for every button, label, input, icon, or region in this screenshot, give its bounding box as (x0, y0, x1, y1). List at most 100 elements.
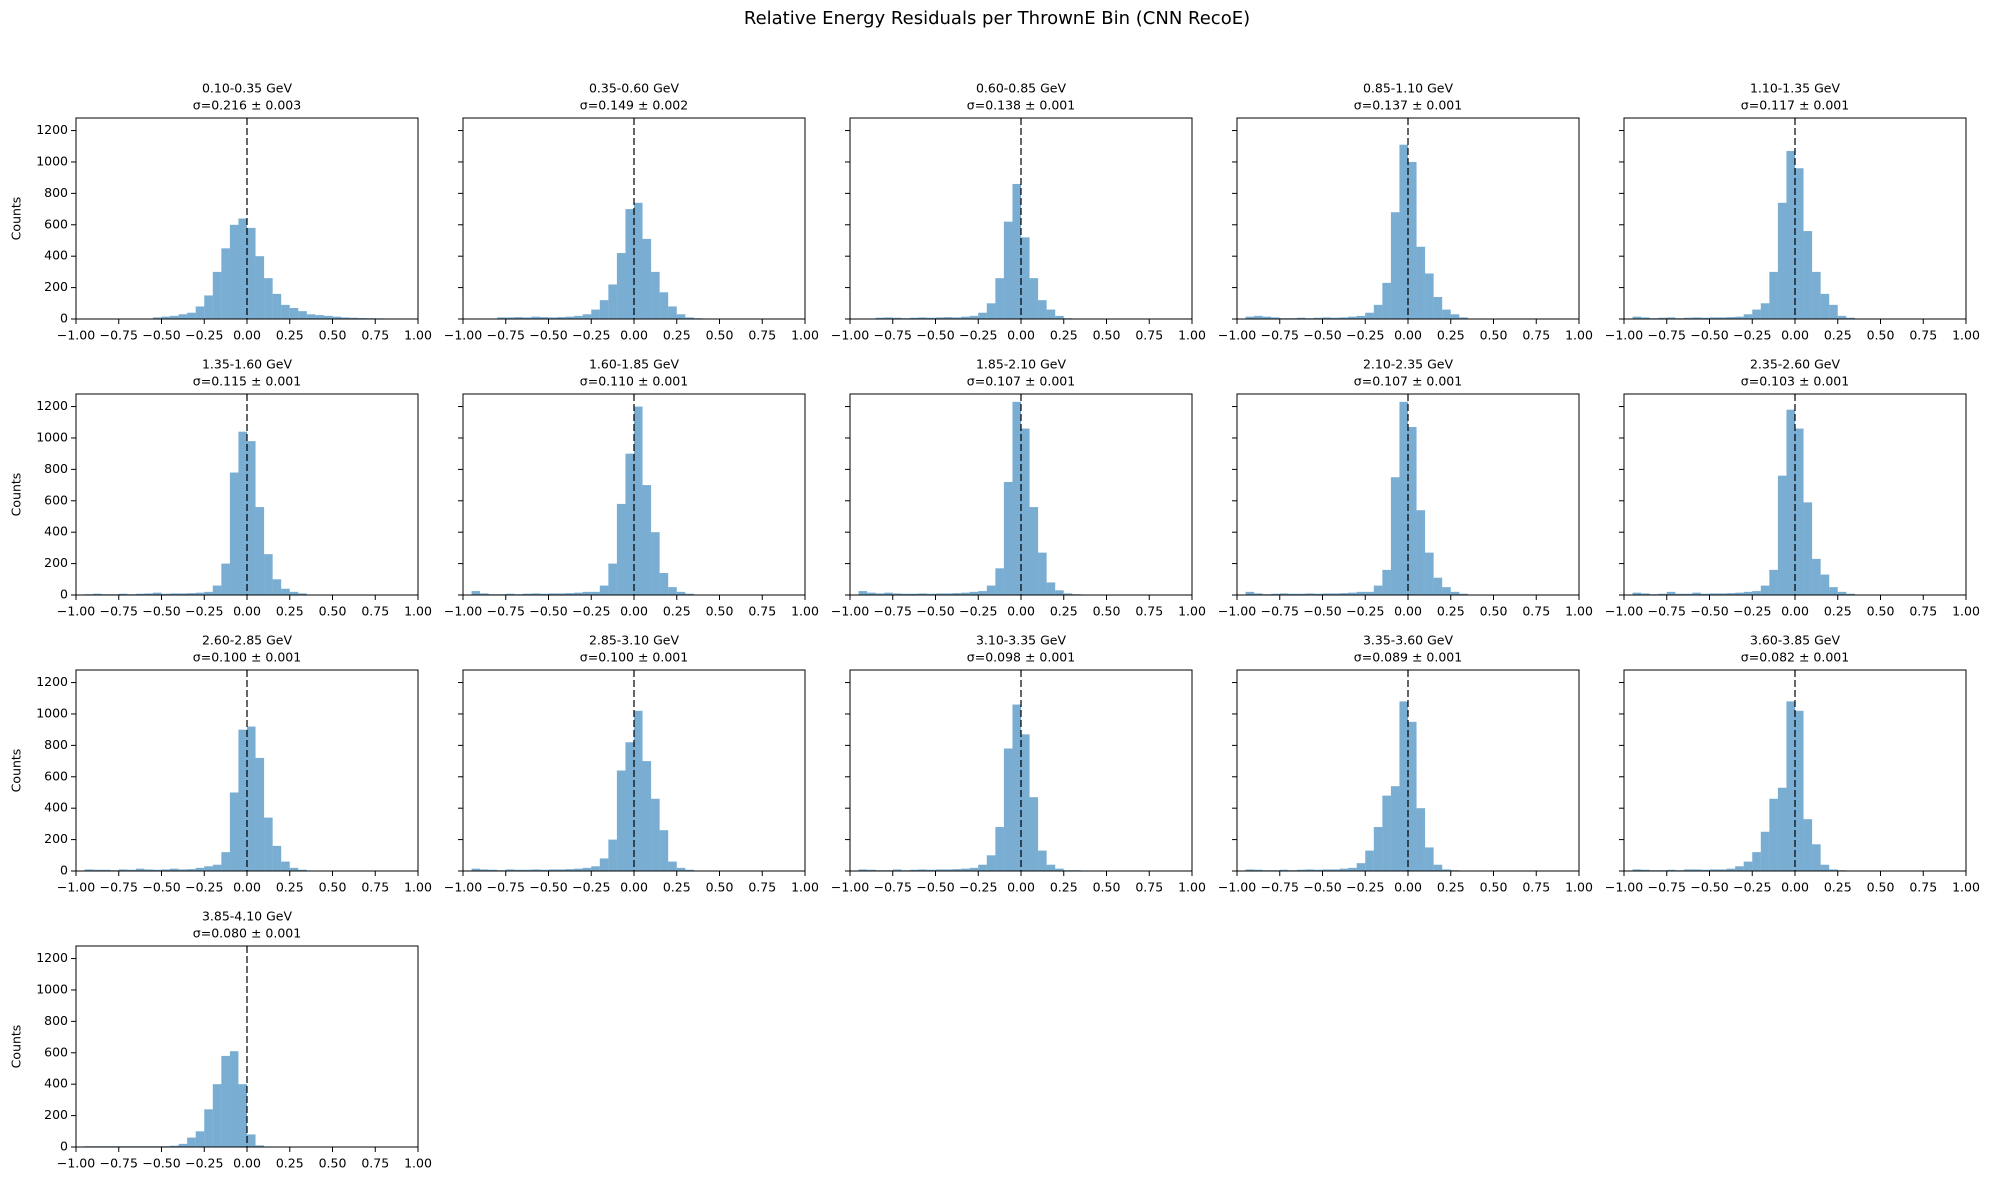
bar (212, 1084, 222, 1147)
x-tick-label: −0.50 (1303, 328, 1341, 343)
x-tick-label: 0.50 (1867, 880, 1895, 895)
bar (1803, 819, 1813, 871)
bar (1021, 428, 1030, 595)
bar (1769, 271, 1778, 319)
bar (1390, 212, 1400, 319)
x-tick-label: 1.00 (791, 328, 819, 343)
bar (306, 314, 316, 319)
bar (1254, 869, 1263, 871)
bar (84, 869, 94, 871)
bar (1735, 592, 1744, 595)
bar (135, 593, 145, 595)
bar (144, 869, 153, 871)
bar (1339, 593, 1349, 595)
bar (892, 317, 902, 319)
bar (1795, 168, 1804, 319)
bar (685, 869, 694, 871)
y-tick-label: 600 (44, 1044, 68, 1059)
x-tick-label: 0.50 (319, 328, 347, 343)
subplot-title: 1.10-1.35 GeV (1750, 81, 1841, 96)
subplot-subtitle: σ=0.110 ± 0.001 (580, 374, 688, 389)
x-tick-label: −0.25 (185, 1156, 223, 1171)
x-tick-label: 0.75 (748, 328, 776, 343)
bar (221, 563, 230, 595)
x-tick-label: −0.50 (529, 328, 567, 343)
bar (204, 1109, 213, 1147)
x-tick-label: −0.50 (916, 328, 954, 343)
bar (522, 593, 532, 595)
bar (1786, 701, 1795, 871)
bar (1795, 710, 1804, 871)
bar (255, 507, 265, 595)
bar (195, 1131, 205, 1147)
x-tick-label: 0.50 (706, 880, 734, 895)
x-tick-label: −0.50 (1690, 880, 1728, 895)
bar (238, 431, 247, 595)
bar (315, 315, 324, 319)
bar (1373, 827, 1383, 871)
bar (616, 770, 626, 871)
bar (565, 869, 575, 871)
bar (1709, 317, 1719, 319)
bar (858, 869, 868, 871)
x-tick-label: −0.50 (1303, 880, 1341, 895)
bar (1450, 591, 1460, 595)
bar (1296, 317, 1306, 319)
x-tick-label: 1.00 (1178, 604, 1206, 619)
bar (1735, 866, 1744, 871)
x-tick-label: 0.25 (1050, 328, 1078, 343)
bar (1416, 246, 1426, 319)
bar (1399, 144, 1408, 319)
bar (522, 317, 532, 319)
x-tick-label: −0.25 (1346, 328, 1384, 343)
bar (574, 868, 583, 871)
bar (978, 864, 987, 871)
bar (1365, 850, 1374, 871)
bar (1012, 183, 1021, 319)
x-tick-label: −0.25 (959, 604, 997, 619)
subplot-title: 1.85-2.10 GeV (976, 357, 1067, 372)
x-tick-label: 0.00 (1007, 880, 1035, 895)
x-tick-label: −0.75 (874, 604, 912, 619)
x-tick-label: 0.00 (1394, 604, 1422, 619)
bar (608, 563, 617, 595)
bar (255, 757, 265, 871)
bar (178, 869, 188, 871)
bar (548, 317, 558, 319)
x-tick-label: 0.00 (1007, 604, 1035, 619)
bar (488, 869, 498, 871)
bar (1348, 592, 1357, 595)
bar (264, 278, 273, 319)
x-tick-label: 0.50 (706, 604, 734, 619)
bar (557, 869, 566, 871)
x-tick-label: −0.75 (1648, 880, 1686, 895)
bar (651, 271, 660, 319)
bar (1038, 850, 1047, 871)
bar (221, 852, 230, 871)
bar (952, 869, 962, 871)
bar (1812, 844, 1821, 871)
bar (1029, 507, 1039, 595)
subplot-title: 2.60-2.85 GeV (202, 633, 293, 648)
bar (995, 568, 1004, 595)
bar (1416, 510, 1426, 595)
bar (195, 592, 205, 595)
bar (1752, 591, 1761, 595)
bar (1288, 593, 1297, 595)
bar (1408, 161, 1417, 319)
bar (289, 308, 299, 319)
y-tick-label: 600 (44, 768, 68, 783)
subplot-subtitle: σ=0.107 ± 0.001 (967, 374, 1075, 389)
subplot-subtitle: σ=0.080 ± 0.001 (193, 926, 301, 941)
subplot: −1.00 −0.75 −0.50 −0.25 0.00 0.25 0.50 0.75 1.00… (1605, 357, 1980, 619)
bar (1399, 401, 1408, 595)
subplot-subtitle: σ=0.100 ± 0.001 (193, 650, 301, 665)
bar (170, 1145, 179, 1147)
bar (1348, 316, 1357, 319)
x-tick-label: −1.00 (444, 604, 482, 619)
bar (608, 839, 617, 871)
x-tick-label: 0.75 (1522, 880, 1550, 895)
bar (1313, 317, 1323, 319)
y-tick-label: 800 (44, 737, 68, 752)
bar (480, 593, 489, 595)
